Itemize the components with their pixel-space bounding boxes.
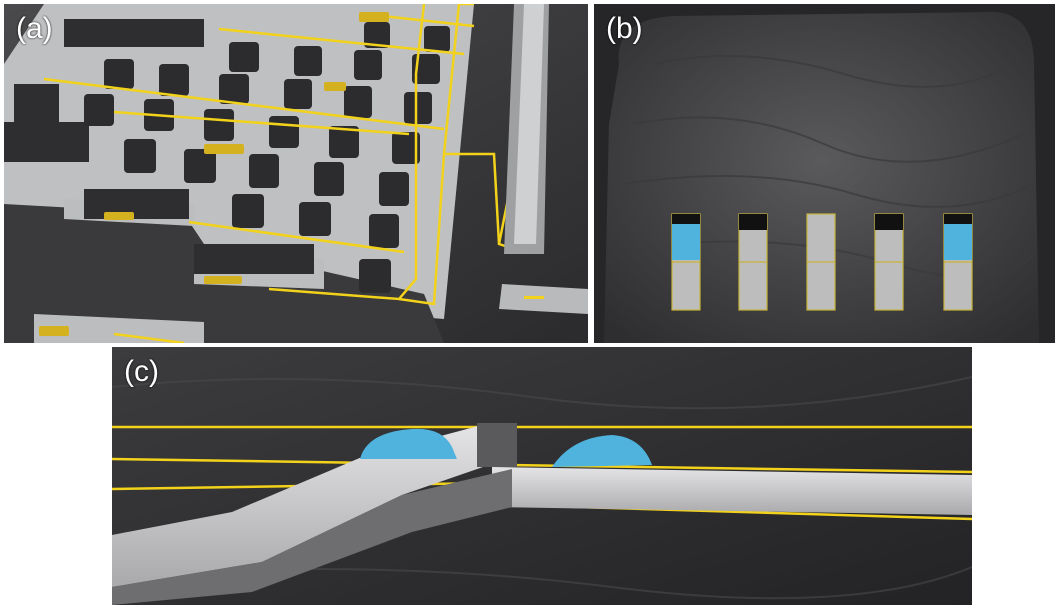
cross-section-render (112, 347, 972, 605)
ore-pile-left (360, 428, 457, 459)
rock-face-render (594, 4, 1055, 343)
panel-a-mine-layout: (a) (4, 4, 588, 343)
panel-label-c: (c) (124, 355, 159, 388)
panel-label-a: (a) (16, 12, 53, 45)
stope-columns (671, 213, 973, 311)
ramp (112, 425, 512, 587)
mining-vehicles (39, 12, 389, 336)
drift-tunnel (492, 467, 972, 515)
panel-label-b: (b) (606, 12, 643, 45)
ore-pile-right (552, 435, 652, 467)
pillars (84, 22, 450, 293)
mine-layout-render (4, 4, 588, 343)
panel-b-rock-face: (b) (594, 4, 1055, 343)
rock-mass (604, 12, 1039, 343)
panel-c-cross-section: (c) (112, 347, 972, 605)
